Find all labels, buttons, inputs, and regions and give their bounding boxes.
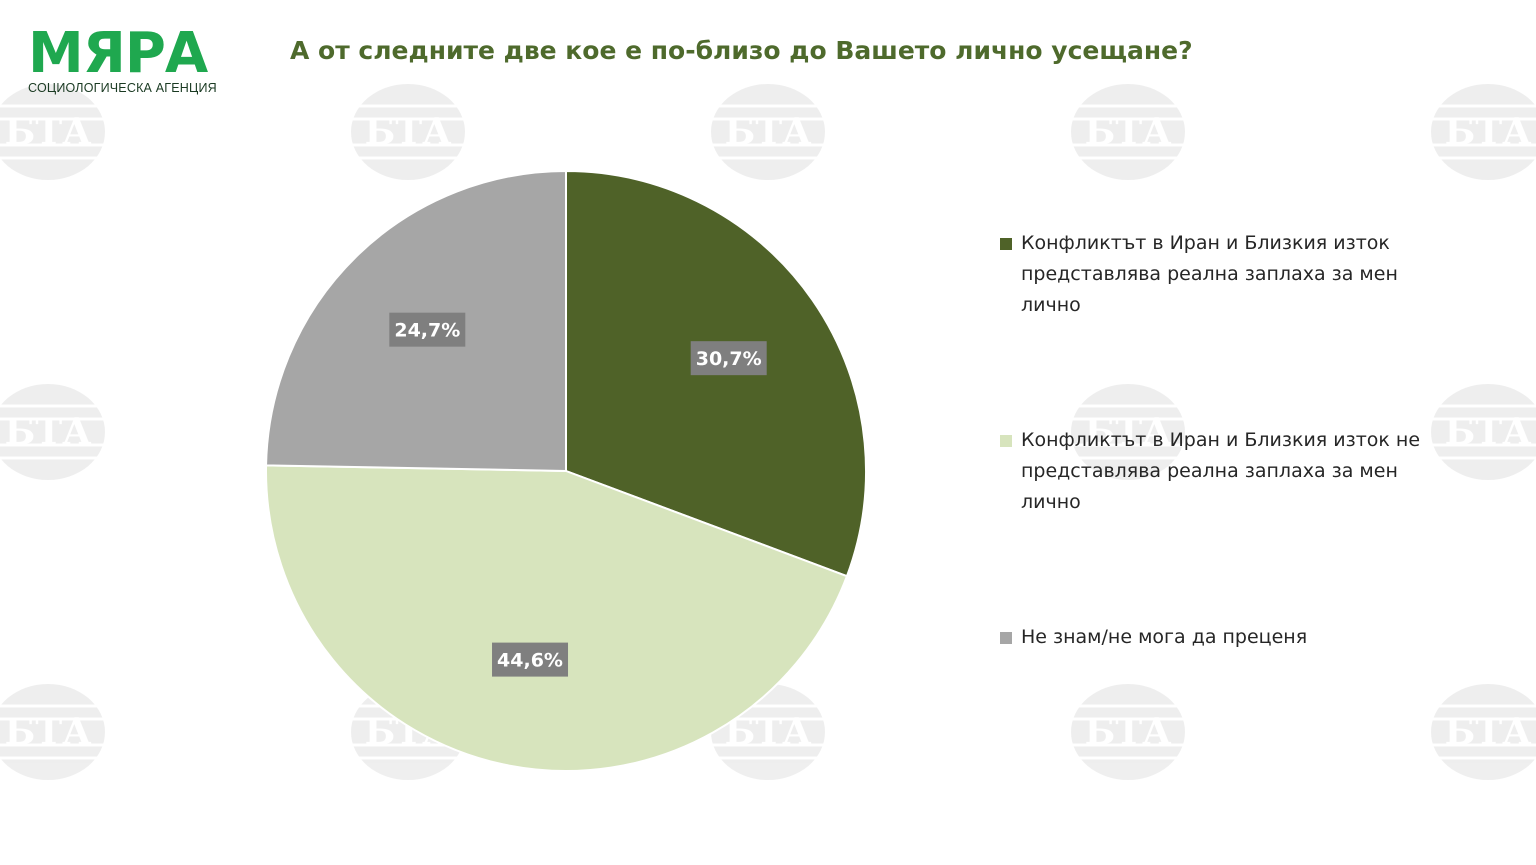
pie-data-labels: 30,7% 44,6% 24,7% xyxy=(389,312,767,677)
data-label-box xyxy=(690,341,767,376)
chart-title: А от следните две кое е по-близо до Ваше… xyxy=(290,36,1193,65)
legend-swatch-2 xyxy=(1000,435,1012,447)
pie-slice-2 xyxy=(265,464,849,772)
data-label-text: 24,7% xyxy=(394,320,460,342)
legend-swatch-1 xyxy=(1000,238,1012,250)
legend-label-1: Конфликтът в Иран и Близкия изток предст… xyxy=(1021,232,1398,316)
legend-swatch-3 xyxy=(1000,632,1012,644)
data-label-2: 44,6% xyxy=(492,642,569,677)
legend-label-3: Не знам/не мога да преценя xyxy=(1021,626,1308,648)
data-label-text: 44,6% xyxy=(497,650,563,672)
pie-slices xyxy=(265,169,867,772)
logo-wordmark: МЯРА xyxy=(28,21,208,86)
data-label-1: 30,7% xyxy=(690,341,767,376)
data-label-box xyxy=(389,312,466,347)
myara-logo: МЯРА СОЦИОЛОГИЧЕСКА АГЕНЦИЯ xyxy=(28,21,228,96)
logo-subtitle: СОЦИОЛОГИЧЕСКА АГЕНЦИЯ xyxy=(28,81,217,95)
data-label-text: 30,7% xyxy=(696,348,762,370)
data-label-3: 24,7% xyxy=(389,312,466,347)
data-label-box xyxy=(492,642,569,677)
legend-label-2: Конфликтът в Иран и Близкия изток не пре… xyxy=(1021,429,1421,513)
